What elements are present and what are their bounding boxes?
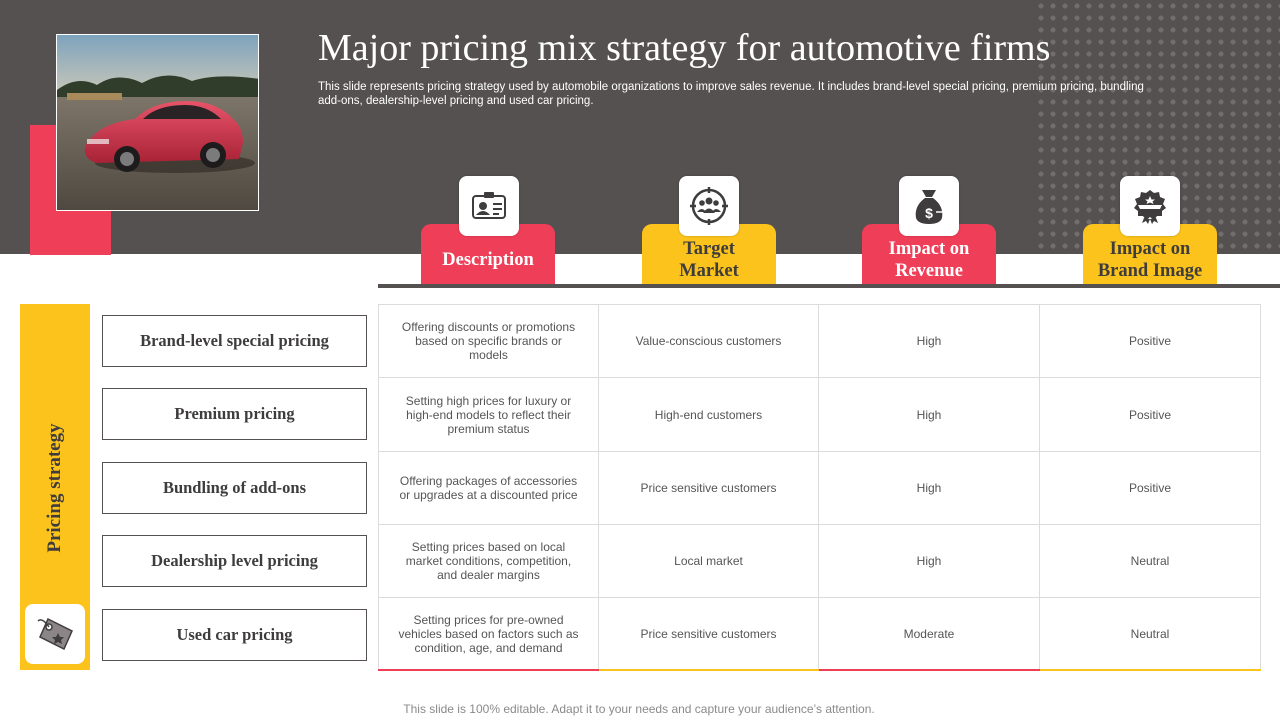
table-cell-impact-brand: Positive <box>1040 378 1260 452</box>
page-subtitle: This slide represents pricing strategy u… <box>318 81 1144 107</box>
column-bottom-accent <box>1040 669 1261 671</box>
table-cell-target-market: Value-conscious customers <box>599 305 819 378</box>
price-tag-icon <box>25 604 85 664</box>
table-cell-impact-brand: Positive <box>1040 452 1260 525</box>
column-bottom-accent <box>599 669 819 671</box>
page-title: Major pricing mix strategy for automotiv… <box>318 27 1051 69</box>
column-header-impact-brand: Impact on Brand Image <box>1083 224 1217 285</box>
row-label-brand-level: Brand-level special pricing <box>102 315 367 367</box>
id-card-icon <box>459 176 519 236</box>
column-header-label: Target Market <box>679 238 739 281</box>
target-audience-icon <box>679 176 739 236</box>
column-bottom-accent <box>378 669 599 671</box>
column-header-label: Description <box>442 249 534 270</box>
footer-note: This slide is 100% editable. Adapt it to… <box>403 702 875 716</box>
table-cell-impact-brand: Positive <box>1040 305 1260 378</box>
table-cell-impact-revenue: High <box>819 452 1040 525</box>
table-cell-impact-brand: Neutral <box>1040 525 1260 598</box>
svg-text:$: $ <box>925 205 933 221</box>
column-bottom-accent <box>819 669 1040 671</box>
table-cell-description: Offering discounts or promotions based o… <box>379 305 599 378</box>
table-cell-target-market: Local market <box>599 525 819 598</box>
table-cell-impact-revenue: High <box>819 378 1040 452</box>
car-photo <box>56 34 259 211</box>
table-cell-impact-revenue: High <box>819 305 1040 378</box>
table-cell-target-market: Price sensitive customers <box>599 452 819 525</box>
column-header-target-market: Target Market <box>642 224 776 285</box>
row-label-used-car: Used car pricing <box>102 609 367 661</box>
table-cell-description: Setting high prices for luxury or high-e… <box>379 378 599 452</box>
table-cell-description: Setting prices for pre-owned vehicles ba… <box>379 598 599 670</box>
header-underline <box>378 284 1280 288</box>
table-cell-description: Offering packages of accessories or upgr… <box>379 452 599 525</box>
row-label-premium: Premium pricing <box>102 388 367 440</box>
pricing-table: Offering discounts or promotions based o… <box>378 304 1261 671</box>
money-bag-icon: $ <box>899 176 959 236</box>
table-cell-impact-revenue: High <box>819 525 1040 598</box>
row-label-bundling: Bundling of add-ons <box>102 462 367 514</box>
table-cell-target-market: Price sensitive customers <box>599 598 819 670</box>
column-header-label: Impact on Brand Image <box>1097 238 1203 281</box>
column-header-label: Impact on Revenue <box>888 238 970 281</box>
table-cell-impact-revenue: Moderate <box>819 598 1040 670</box>
table-cell-description: Setting prices based on local market con… <box>379 525 599 598</box>
row-label-dealership: Dealership level pricing <box>102 535 367 587</box>
award-badge-icon <box>1120 176 1180 236</box>
sidebar-label: Pricing strategy <box>44 423 65 553</box>
table-cell-target-market: High-end customers <box>599 378 819 452</box>
table-cell-impact-brand: Neutral <box>1130 627 1170 641</box>
